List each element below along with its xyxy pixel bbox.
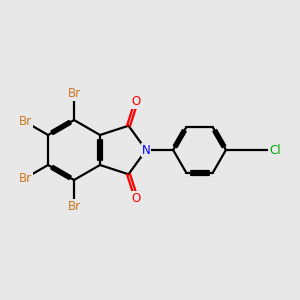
Text: Br: Br: [19, 172, 32, 185]
Text: Cl: Cl: [269, 143, 281, 157]
Text: O: O: [132, 95, 141, 108]
Text: N: N: [142, 143, 151, 157]
Text: Br: Br: [68, 87, 81, 100]
Text: Br: Br: [19, 115, 32, 128]
Text: Br: Br: [68, 200, 81, 213]
Text: O: O: [132, 192, 141, 205]
